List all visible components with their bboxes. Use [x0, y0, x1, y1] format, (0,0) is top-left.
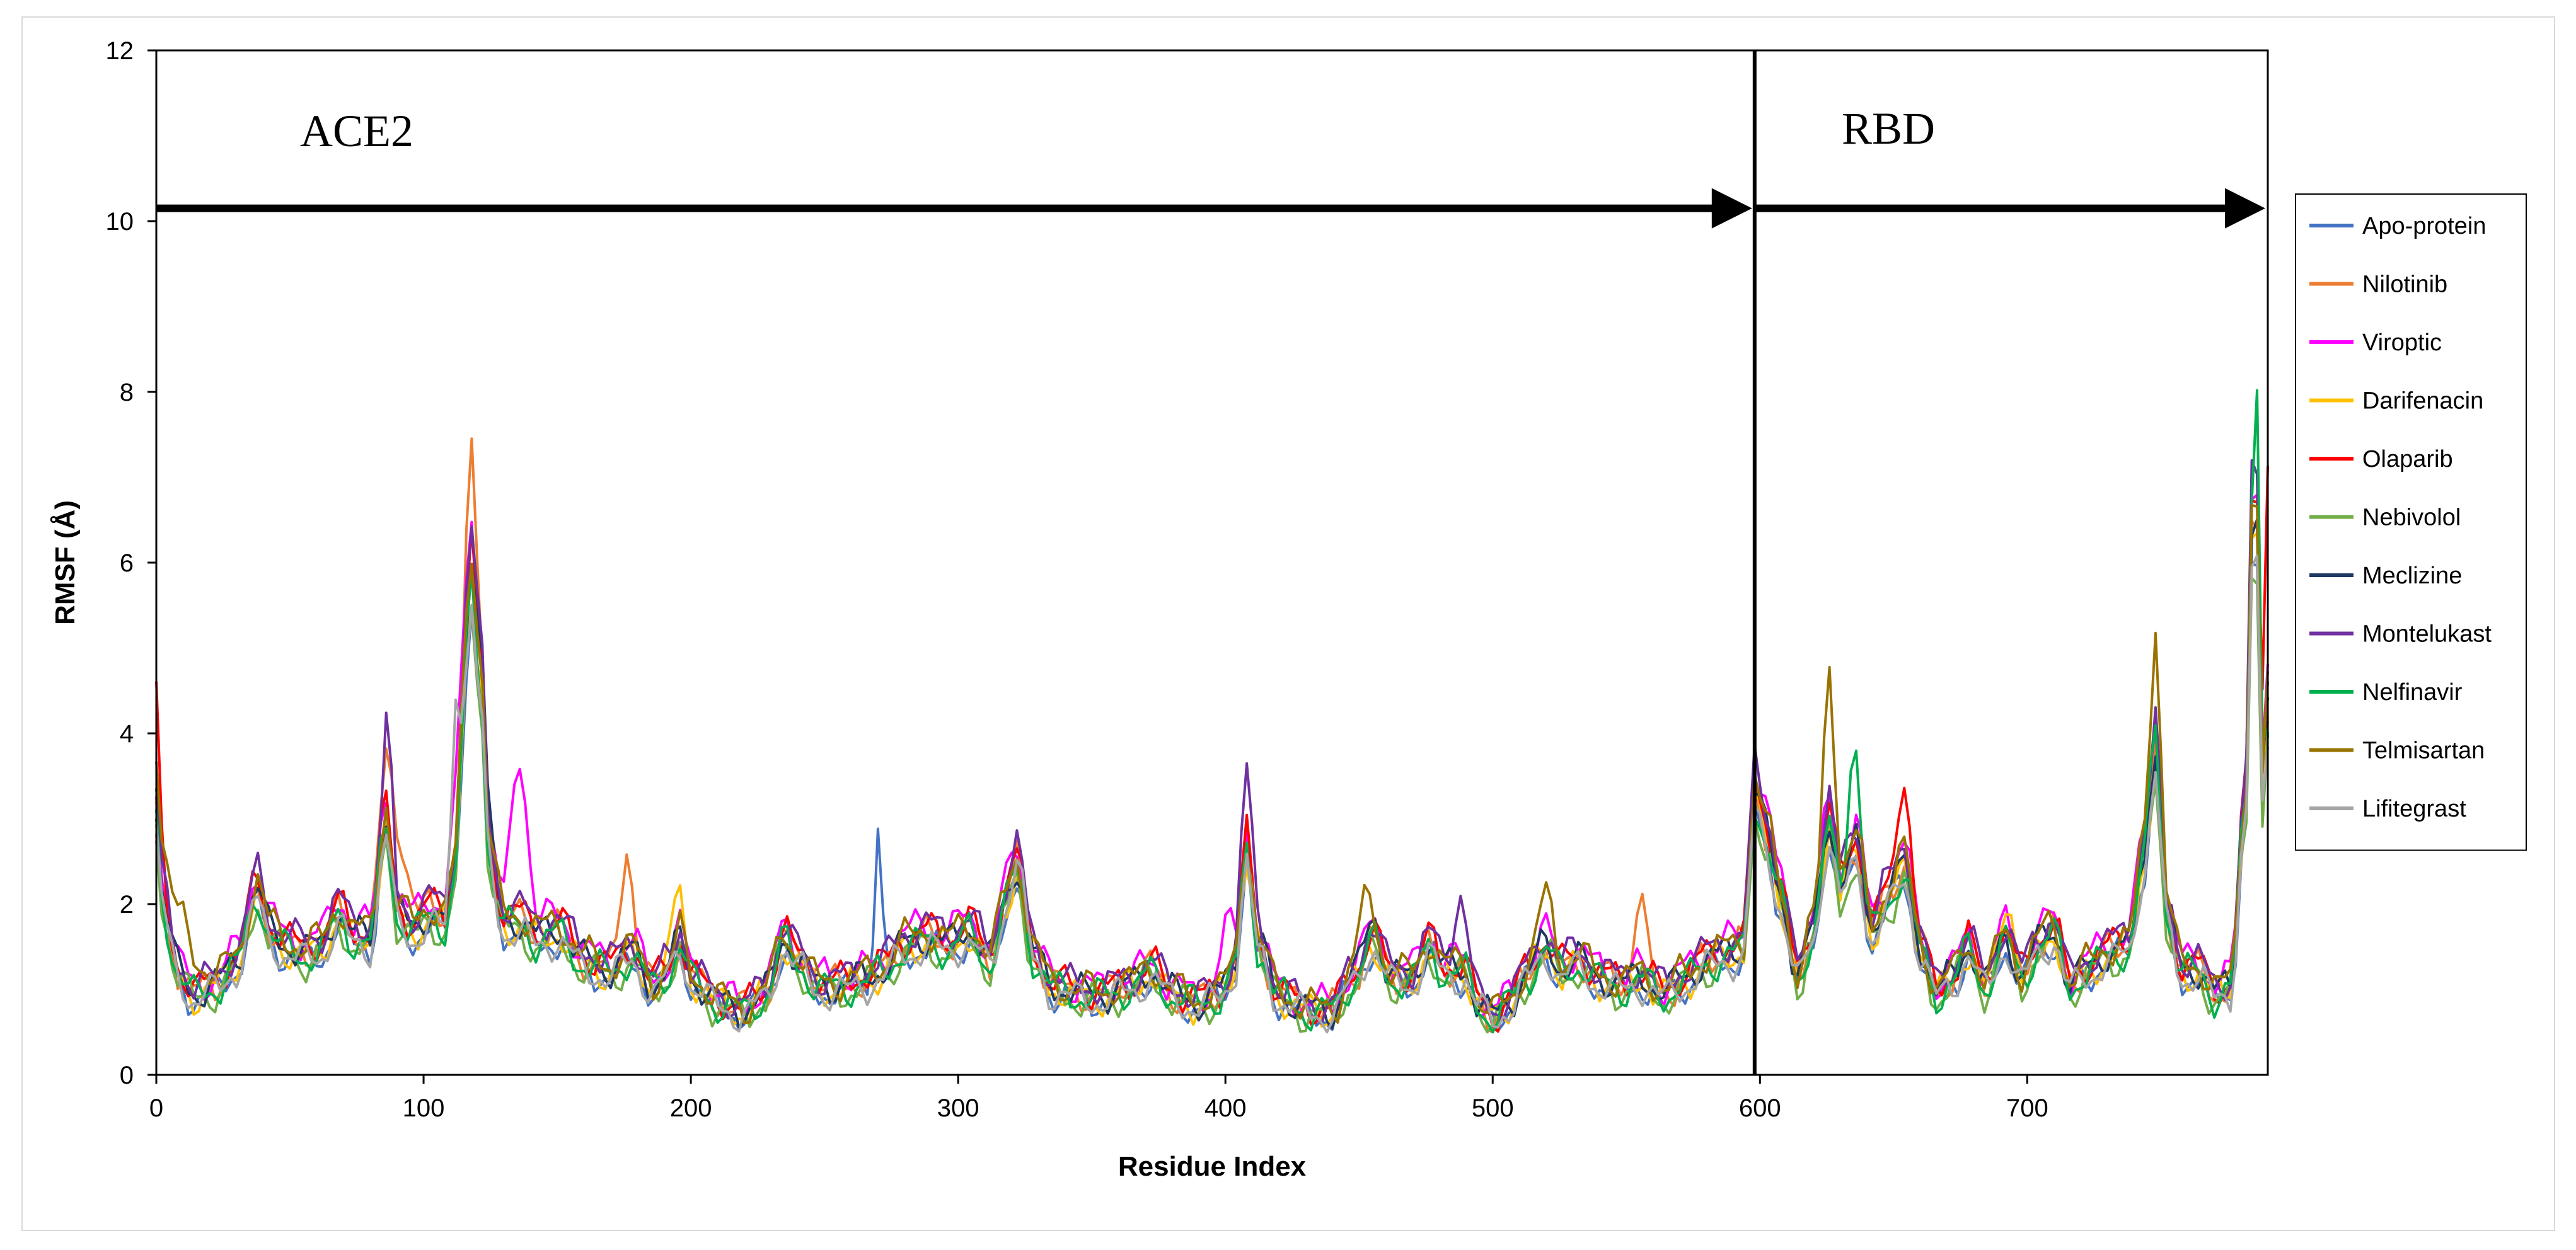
x-tick-label: 300: [937, 1094, 979, 1122]
x-axis: 0 100 200 300 400 500 600 700: [149, 1075, 2048, 1122]
y-tick-label: 4: [120, 720, 134, 748]
legend-label: Darifenacin: [2362, 388, 2483, 415]
x-tick-label: 400: [1204, 1094, 1247, 1122]
region-label-rbd: RBD: [1842, 103, 1935, 154]
series-lines: [155, 389, 2269, 1034]
y-tick-label: 10: [106, 208, 134, 236]
y-tick-label: 6: [120, 549, 134, 577]
x-tick-label: 200: [670, 1094, 712, 1122]
legend-label: Nebivolol: [2362, 505, 2461, 531]
legend-label: Apo-protein: [2362, 213, 2486, 239]
x-tick-label: 700: [2006, 1094, 2048, 1122]
plot-area-border: [155, 49, 2269, 1076]
series-line-telmisartan: [155, 504, 2269, 1024]
legend-label: Viroptic: [2362, 330, 2442, 356]
series-line-montelukast: [155, 459, 2269, 1026]
y-tick-label: 12: [106, 37, 134, 65]
x-tick-label: 600: [1739, 1094, 1781, 1122]
y-tick-label: 0: [120, 1062, 134, 1089]
legend-label: Meclizine: [2362, 563, 2462, 589]
y-axis: 0 2 4 6 8 10 12: [106, 37, 156, 1089]
region-arrows: [156, 188, 2265, 229]
series-line-lifitegrast: [155, 554, 2269, 1034]
legend-label: Olaparib: [2362, 446, 2453, 473]
y-tick-label: 8: [120, 379, 134, 406]
legend: Apo-protein Nilotinib Viroptic Darifenacin O…: [2295, 193, 2527, 851]
x-tick-label: 100: [403, 1094, 445, 1122]
legend-label: Montelukast: [2362, 621, 2492, 648]
y-axis-title: RMSF (Å): [50, 500, 81, 625]
legend-box: [2295, 193, 2527, 851]
x-tick-label: 500: [1472, 1094, 1514, 1122]
chart-frame: [21, 16, 2555, 1231]
region-arrow-head: [1711, 188, 1752, 229]
x-axis-title: Residue Index: [1118, 1151, 1307, 1182]
x-tick-label: 0: [149, 1094, 163, 1122]
legend-label: Nelfinavir: [2362, 679, 2463, 706]
region-arrow-head: [2225, 188, 2265, 229]
y-tick-label: 2: [120, 891, 134, 919]
legend-label: Lifitegrast: [2362, 796, 2466, 822]
region-label-ace2: ACE2: [300, 106, 413, 156]
legend-label: Telmisartan: [2362, 738, 2485, 764]
legend-label: Nilotinib: [2362, 272, 2447, 298]
